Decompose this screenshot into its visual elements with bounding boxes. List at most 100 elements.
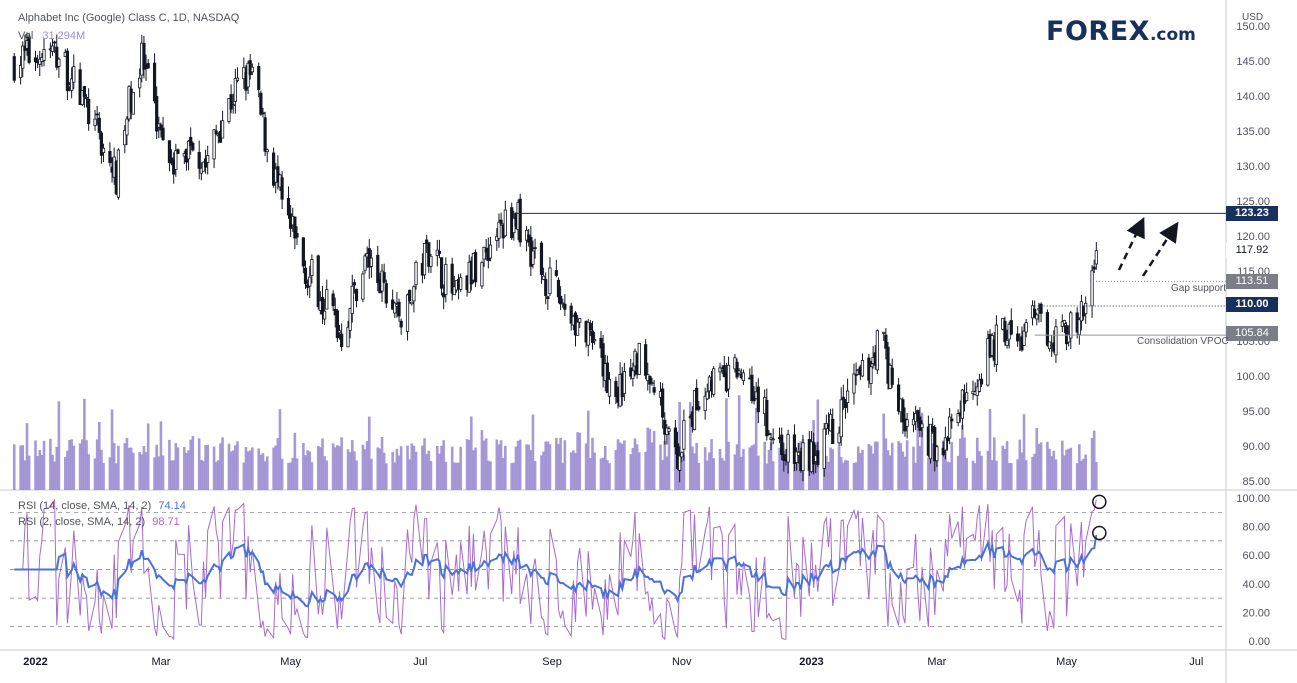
volume-bar <box>321 438 324 490</box>
candle-body <box>756 386 760 413</box>
candle-body <box>593 339 597 342</box>
volume-bar <box>510 463 514 490</box>
volume-bar <box>310 462 314 490</box>
volume-bar <box>325 460 329 490</box>
candle-body <box>960 389 964 419</box>
volume-bar <box>903 456 907 490</box>
volume-bar <box>584 443 588 490</box>
volume-bar <box>869 445 873 490</box>
volume-bar <box>688 402 692 490</box>
volume-bar <box>916 416 920 490</box>
volume-bar <box>693 453 696 490</box>
volume-bar <box>603 445 607 490</box>
candle-body <box>682 420 686 450</box>
volume-bar <box>901 451 905 490</box>
volume-bar <box>992 437 996 490</box>
volume-bar <box>153 457 156 490</box>
volume-bar <box>1090 437 1094 490</box>
volume-bar <box>771 461 775 490</box>
volume-bar <box>144 452 148 490</box>
volume-bar <box>542 451 545 490</box>
volume-bar <box>221 437 224 490</box>
volume-bar <box>293 432 297 490</box>
volume-bar <box>941 440 945 490</box>
volume-bar <box>187 450 190 490</box>
volume-bar <box>1082 458 1085 490</box>
candle-body <box>316 255 320 308</box>
candle-body <box>250 66 254 73</box>
volume-bar <box>66 450 69 490</box>
volume-bar <box>361 444 365 490</box>
volume-bar <box>914 462 917 490</box>
volume-bar <box>204 445 207 490</box>
volume-bar <box>425 454 428 490</box>
volume-bar <box>168 439 171 490</box>
volume-bar <box>108 457 112 490</box>
volume-bar <box>227 443 231 490</box>
volume-bar <box>1052 450 1056 490</box>
candle-body <box>352 282 356 286</box>
candle-body <box>276 166 280 183</box>
candle-body <box>82 86 87 97</box>
volume-bar <box>665 456 669 490</box>
candle-body <box>695 387 699 411</box>
candle-body <box>206 155 210 163</box>
candle-body <box>561 302 565 305</box>
candle-body <box>843 399 848 409</box>
candle-body <box>518 198 522 243</box>
candle-body <box>1016 333 1020 342</box>
candle-body <box>125 118 129 136</box>
volume-bar <box>251 447 254 490</box>
candle-body <box>399 320 403 328</box>
rsi-tick-label: 20.00 <box>1242 607 1270 619</box>
volume-bar <box>55 446 59 490</box>
volume-bar <box>278 409 282 490</box>
volume-bar <box>1063 455 1066 490</box>
volume-bar <box>578 432 582 490</box>
candle-body <box>948 416 952 439</box>
volume-bar <box>38 450 42 490</box>
volume-bar <box>248 450 252 490</box>
volume-bar <box>482 440 486 490</box>
candle-body <box>663 419 667 435</box>
volume-bar <box>767 449 771 490</box>
candle-body <box>131 91 135 115</box>
candle-body <box>293 216 297 239</box>
volume-bar <box>229 451 233 490</box>
volume-bar <box>599 458 603 490</box>
arrow-up-1 <box>1117 216 1145 271</box>
volume-bar <box>720 458 724 490</box>
candle-body <box>261 112 265 115</box>
candle-body <box>1084 302 1088 315</box>
volume-bar <box>757 455 760 490</box>
volume-bar <box>63 457 67 490</box>
volume-bar <box>1005 441 1009 490</box>
candle-body <box>167 140 172 164</box>
candle-body <box>235 77 240 81</box>
candle-body <box>27 36 31 63</box>
volume-bar <box>988 408 992 490</box>
volume-bar <box>487 460 490 490</box>
candle-body <box>1069 312 1073 339</box>
price-tick-label: 150.00 <box>1236 21 1270 33</box>
candle-body <box>33 57 38 63</box>
volume-bar <box>1065 449 1068 490</box>
volume-value: 31.294M <box>42 30 86 42</box>
candle-body <box>554 270 558 276</box>
candle-body <box>563 303 567 310</box>
volume-bar <box>975 437 979 490</box>
volume-bar <box>236 441 239 490</box>
candle-body <box>1003 320 1007 343</box>
candle-body <box>152 62 157 102</box>
volume-bar <box>34 440 37 490</box>
volume-bar <box>574 452 577 490</box>
volume-bar <box>958 438 962 490</box>
volume-bar <box>472 450 475 490</box>
volume-bar <box>316 446 320 490</box>
candle-body <box>499 219 503 225</box>
volume-bar <box>559 437 562 490</box>
arrow-up-2 <box>1141 221 1179 277</box>
volume-bar <box>748 447 752 490</box>
candle-body <box>882 331 886 334</box>
volume-bar <box>1001 445 1005 490</box>
